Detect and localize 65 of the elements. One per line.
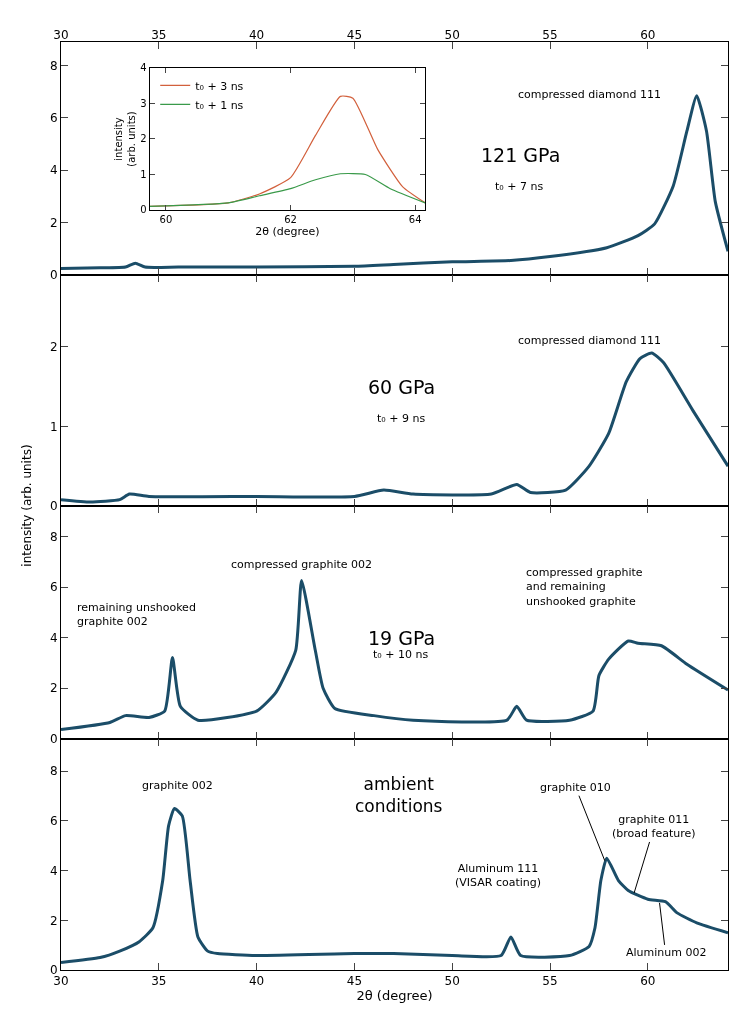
x-tick-label: 62 [284,213,297,225]
y-tick-label: 2 [140,133,147,145]
annotation: compressed diamond 111 [518,334,661,347]
y-tick-label: 2 [49,215,58,230]
y-tick-label: 6 [49,580,58,595]
x-tick-label: 60 [159,213,173,225]
annotation: t₀ + 7 ns [495,180,544,193]
y-tick-label: 1 [49,419,58,434]
y-tick-label: 2 [49,913,58,928]
y-tick-label: 2 [49,339,58,354]
x-tick-label: 45 [346,974,363,989]
line-series [149,172,426,208]
annotation: compressed graphite 002 [231,558,373,571]
legend-label: t₀ + 1 ns [195,98,244,112]
annotation: graphite 011 (broad feature) [612,813,696,841]
annotation: 60 GPa [368,376,436,398]
annotation: ambient conditions [355,774,443,817]
x2-tick-label: 35 [151,27,167,42]
x-tick-label: 60 [640,974,656,989]
x-axis-title: 2θ (degree) [356,988,433,1004]
annotation: compressed graphite and remaining unshooked graphite [526,566,643,608]
y-tick-label: 0 [49,499,58,514]
y-tick-label: 4 [49,630,58,645]
y-tick-label: 6 [49,111,58,126]
annotation: compressed diamond 111 [518,88,661,101]
y-tick-label: 0 [140,204,147,216]
y-tick-label: 0 [49,268,58,283]
annotation: remaining unshooked graphite 002 [77,601,196,629]
annotation: t₀ + 9 ns [377,412,426,425]
x2-tick-label: 40 [248,27,265,42]
legend-label: t₀ + 3 ns [195,79,244,93]
x2-tick-label: 55 [542,27,558,42]
x2-tick-label: 50 [444,27,460,42]
annotation: t₀ + 10 ns [373,648,429,661]
annotation: 121 GPa [481,144,561,166]
x-tick-label: 55 [542,974,558,989]
x-tick-label: 35 [151,974,167,989]
y-tick-label: 1 [140,168,147,180]
annotation: Aluminum 111 (VISAR coating) [455,862,542,890]
x-tick-label: 30 [53,974,69,989]
annotation: Aluminum 002 [626,946,707,959]
x-tick-label: 40 [248,974,265,989]
y-tick-label: 8 [49,529,58,544]
y-tick-label: 6 [49,814,58,829]
annotation: 19 GPa [368,627,436,649]
annotation: graphite 002 [142,779,213,792]
y-tick-label: 0 [49,732,58,747]
y-tick-label: 8 [49,58,58,73]
y-tick-label: 2 [49,681,58,696]
x2-tick-label: 60 [640,27,656,42]
x-axis-title: 2θ (degree) [255,224,320,238]
x2-tick-label: 30 [53,27,69,42]
y-tick-label: 4 [49,863,58,878]
y-tick-label: 4 [140,62,147,74]
line-series [61,578,728,732]
annotation: graphite 010 [540,781,611,794]
y-axis-title: intensity (arb. units) [113,111,138,167]
y-tick-label: 3 [140,97,147,109]
x-tick-label: 50 [444,974,460,989]
y-axis-title: intensity (arb. units) [19,444,34,567]
x-tick-label: 64 [408,213,422,225]
x2-tick-label: 45 [346,27,363,42]
y-tick-label: 8 [49,764,58,779]
y-tick-label: 4 [49,163,58,178]
line-series [61,351,728,504]
